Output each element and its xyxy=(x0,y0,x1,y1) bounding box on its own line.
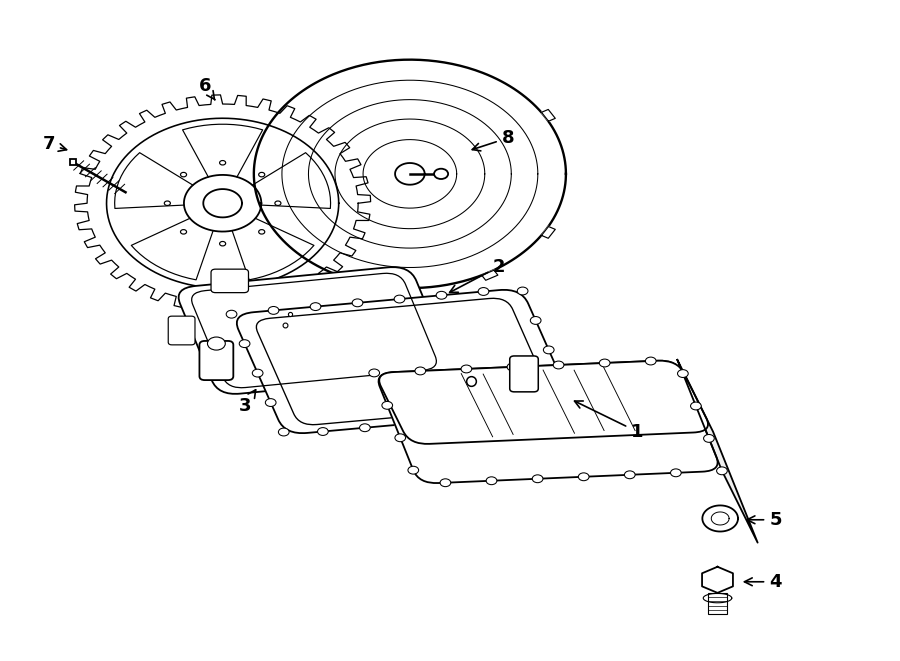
Circle shape xyxy=(478,288,489,295)
Polygon shape xyxy=(702,566,733,593)
Circle shape xyxy=(716,467,727,475)
Circle shape xyxy=(434,169,448,179)
PathPatch shape xyxy=(237,290,570,433)
Circle shape xyxy=(436,292,447,299)
Polygon shape xyxy=(374,360,713,445)
Text: 3: 3 xyxy=(238,390,256,414)
Circle shape xyxy=(208,337,225,350)
Circle shape xyxy=(690,402,701,410)
Circle shape xyxy=(579,473,589,481)
Circle shape xyxy=(382,401,392,409)
Polygon shape xyxy=(482,270,498,280)
Circle shape xyxy=(527,408,538,416)
Circle shape xyxy=(359,424,370,432)
Circle shape xyxy=(401,420,412,428)
Circle shape xyxy=(181,173,186,177)
Text: 4: 4 xyxy=(744,573,782,591)
Polygon shape xyxy=(542,227,555,238)
Circle shape xyxy=(415,367,426,375)
PathPatch shape xyxy=(178,267,449,394)
Text: 6: 6 xyxy=(199,77,215,100)
Text: 5: 5 xyxy=(747,511,782,529)
Circle shape xyxy=(645,357,656,365)
Circle shape xyxy=(226,310,237,318)
FancyBboxPatch shape xyxy=(211,269,248,293)
Text: 8: 8 xyxy=(472,129,514,151)
Circle shape xyxy=(252,369,263,377)
Circle shape xyxy=(556,375,567,383)
FancyBboxPatch shape xyxy=(707,593,727,614)
Text: 2: 2 xyxy=(450,258,505,292)
Circle shape xyxy=(318,428,328,436)
FancyBboxPatch shape xyxy=(509,356,538,392)
Circle shape xyxy=(239,340,250,348)
Circle shape xyxy=(704,434,715,442)
Circle shape xyxy=(395,434,406,442)
Circle shape xyxy=(220,161,226,165)
Circle shape xyxy=(352,299,363,307)
Circle shape xyxy=(394,295,405,303)
Circle shape xyxy=(625,471,635,479)
Circle shape xyxy=(570,405,580,412)
Circle shape xyxy=(554,361,564,369)
Circle shape xyxy=(507,363,517,371)
Circle shape xyxy=(258,173,265,177)
Circle shape xyxy=(258,229,265,234)
Circle shape xyxy=(485,412,496,420)
Circle shape xyxy=(274,201,281,206)
FancyBboxPatch shape xyxy=(168,316,195,345)
PathPatch shape xyxy=(379,361,717,483)
PathPatch shape xyxy=(379,361,708,444)
Circle shape xyxy=(599,359,610,367)
Circle shape xyxy=(544,346,554,354)
Circle shape xyxy=(461,365,472,373)
Circle shape xyxy=(165,201,170,206)
Circle shape xyxy=(408,466,418,474)
Circle shape xyxy=(310,303,321,311)
Circle shape xyxy=(181,229,186,234)
Circle shape xyxy=(220,241,226,246)
Text: 1: 1 xyxy=(574,401,644,441)
Polygon shape xyxy=(542,110,555,121)
Circle shape xyxy=(254,59,566,288)
Circle shape xyxy=(486,477,497,485)
Circle shape xyxy=(670,469,681,477)
Circle shape xyxy=(530,317,541,325)
Circle shape xyxy=(266,399,276,407)
Circle shape xyxy=(444,416,454,424)
Circle shape xyxy=(278,428,289,436)
FancyBboxPatch shape xyxy=(200,341,233,380)
Circle shape xyxy=(440,479,451,486)
Text: 7: 7 xyxy=(42,136,67,153)
Circle shape xyxy=(532,475,543,483)
Circle shape xyxy=(369,369,380,377)
Circle shape xyxy=(268,307,279,315)
Circle shape xyxy=(518,287,528,295)
Polygon shape xyxy=(374,360,722,484)
Circle shape xyxy=(678,369,688,377)
Polygon shape xyxy=(678,360,758,543)
